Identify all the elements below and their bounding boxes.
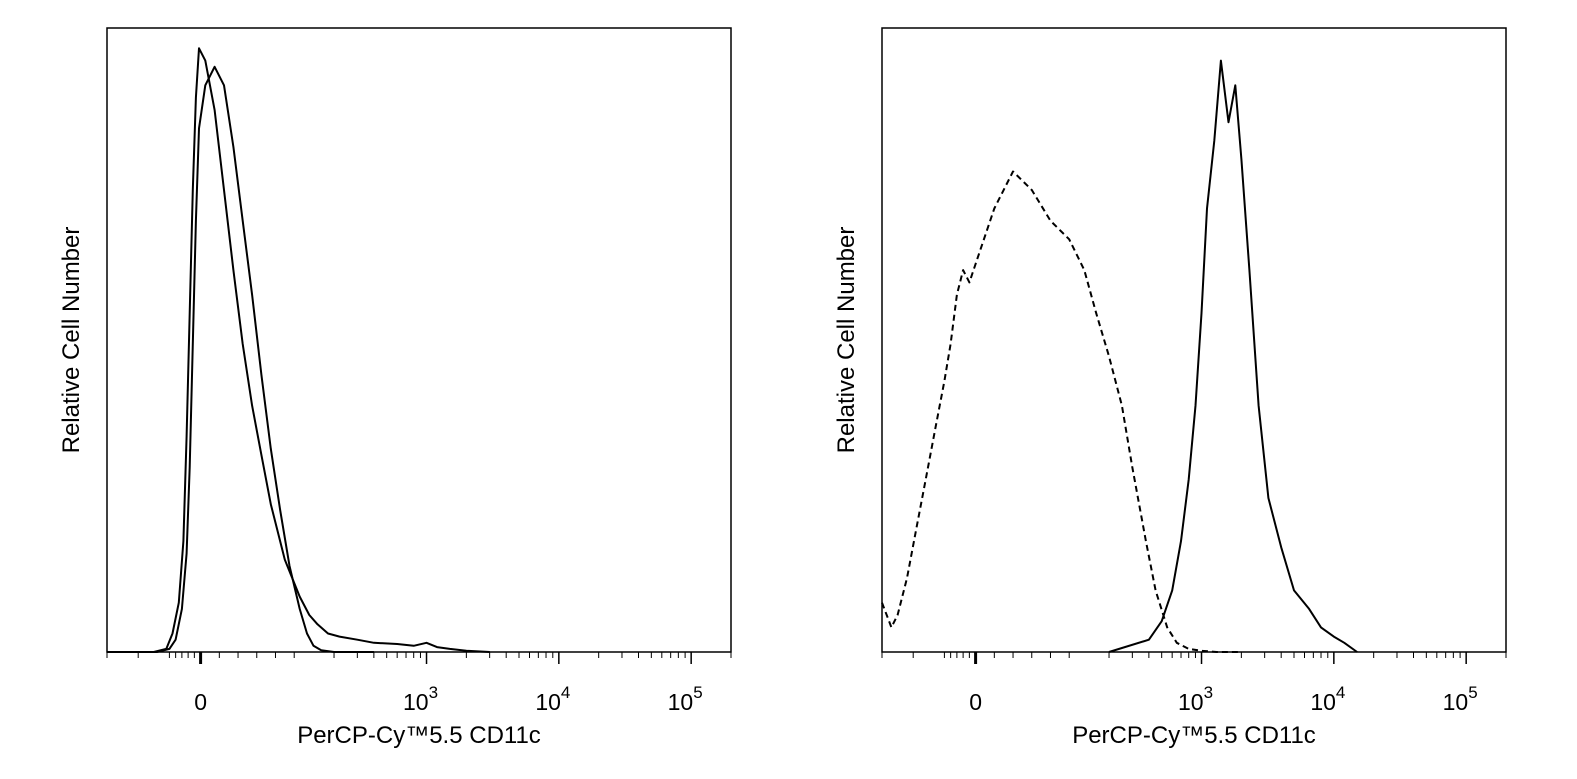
x-tick-label-base: 0	[969, 689, 982, 715]
x-tick-label-base: 10	[668, 689, 694, 715]
x-tick-label: 0	[969, 689, 982, 715]
histogram-series-solid	[1108, 59, 1358, 653]
x-tick-label-base: 10	[403, 689, 429, 715]
x-tick-label-base: 10	[535, 689, 561, 715]
x-tick-label-exponent: 4	[1336, 683, 1345, 702]
x-tick-label-exponent: 5	[1468, 683, 1477, 702]
x-tick-label-exponent: 5	[693, 683, 702, 702]
x-tick-label-base: 10	[1310, 689, 1336, 715]
x-tick-label: 103	[1178, 683, 1213, 715]
y-axis-label: Relative Cell Number	[58, 227, 85, 454]
plot-frame	[881, 27, 1507, 653]
x-tick-label-base: 10	[1443, 689, 1469, 715]
x-tick-label: 0	[194, 689, 207, 715]
x-axis-label: PerCP-Cy™5.5 CD11c	[1072, 722, 1316, 749]
x-tick-label-exponent: 3	[429, 683, 438, 702]
histogram-series-solid	[107, 47, 490, 653]
x-tick-label-exponent: 4	[561, 683, 570, 702]
histogram-series-solid	[107, 65, 374, 653]
plot-frame	[106, 27, 732, 653]
x-tick-label: 104	[535, 683, 570, 715]
x-tick-label-exponent: 3	[1204, 683, 1213, 702]
y-axis-label: Relative Cell Number	[833, 227, 860, 454]
x-tick-label: 105	[668, 683, 703, 715]
x-tick-label: 105	[1443, 683, 1478, 715]
x-minor-ticks	[106, 652, 732, 658]
x-minor-ticks	[881, 652, 1507, 658]
x-tick-label: 103	[403, 683, 438, 715]
x-tick-label: 104	[1310, 683, 1345, 715]
x-axis-label: PerCP-Cy™5.5 CD11c	[297, 722, 541, 749]
histogram-series-dashed	[881, 170, 1242, 653]
x-tick-label-base: 10	[1178, 689, 1204, 715]
x-tick-label-base: 0	[194, 689, 207, 715]
